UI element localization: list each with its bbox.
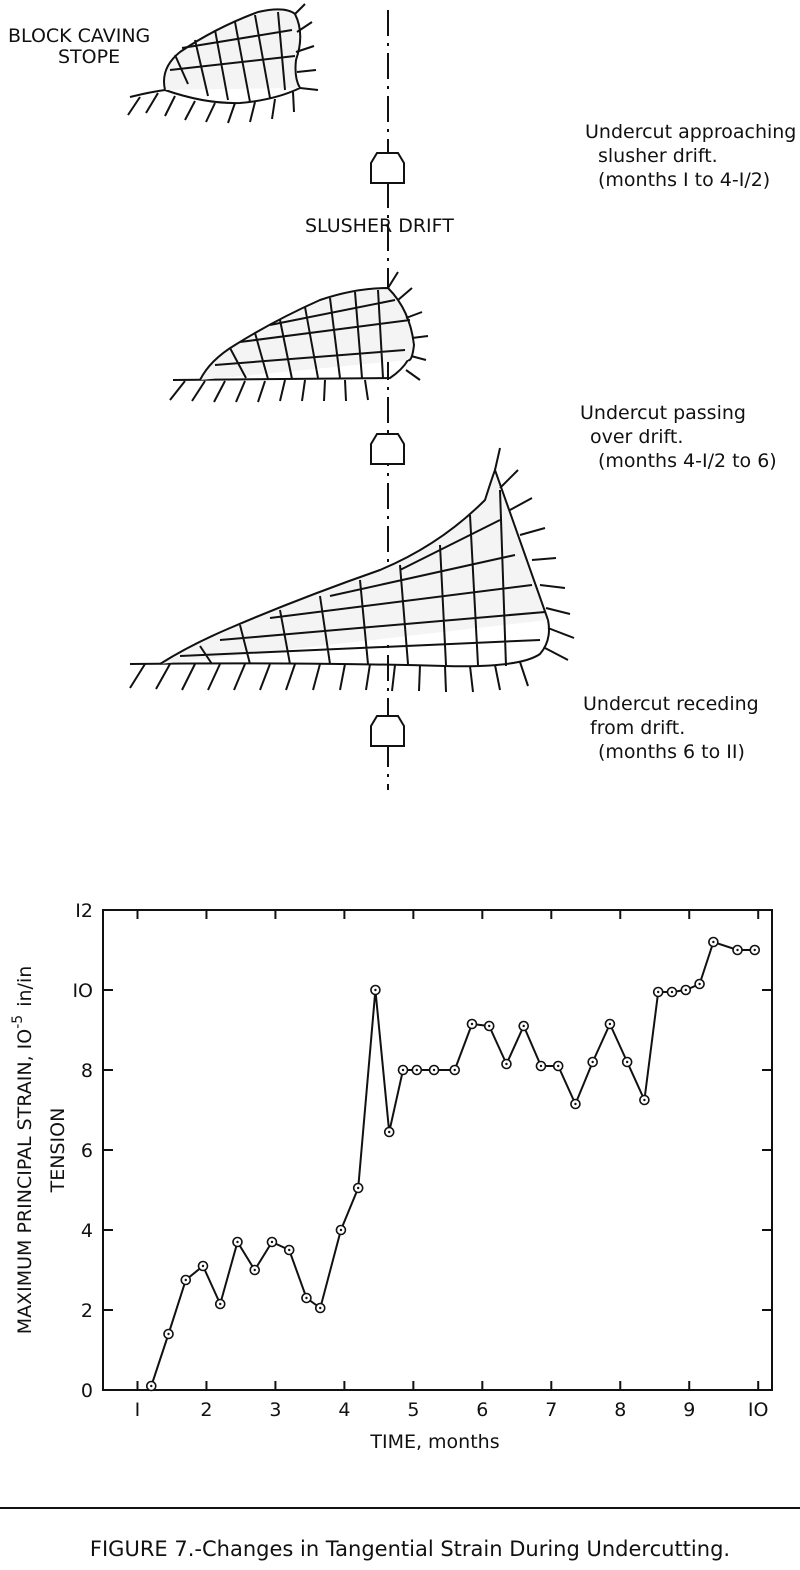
y-axis: 0 2 4 6 8 IO I2	[72, 900, 772, 1402]
data-point-center	[591, 1060, 594, 1064]
stage-1-line3: (months I to 4-I/2)	[598, 169, 770, 191]
y-axis-label-unit: in/in	[14, 966, 36, 1007]
y-axis-label-exponent: -5	[10, 1015, 26, 1029]
stage-3-line2: from drift.	[590, 717, 685, 739]
drift-section-1	[370, 152, 405, 184]
data-point-center	[270, 1240, 274, 1244]
y-axis-label: MAXIMUM PRINCIPAL STRAIN, IO-5 in/in	[10, 966, 36, 1335]
data-point-center	[184, 1278, 187, 1282]
x-tick-label: I	[135, 1399, 141, 1421]
y-axis-label-secondary: TENSION	[47, 1108, 69, 1194]
stage-1-text: Undercut approaching slusher drift. (mon…	[585, 121, 796, 191]
data-point-center	[522, 1024, 525, 1028]
drift-label: SLUSHER DRIFT	[305, 215, 454, 237]
stage-1-line1: Undercut approaching	[585, 121, 796, 143]
stope-label-line2: STOPE	[58, 46, 120, 68]
data-point-center	[288, 1248, 291, 1252]
x-tick-label: 3	[269, 1399, 281, 1421]
data-point-center	[556, 1064, 560, 1068]
data-point-center	[415, 1068, 419, 1072]
stage-3-line1: Undercut receding	[583, 693, 759, 715]
data-point-center	[219, 1302, 222, 1306]
x-tick-label: 2	[200, 1399, 212, 1421]
y-tick-label: IO	[72, 980, 93, 1002]
data-point-center	[505, 1062, 508, 1066]
data-point-center	[574, 1102, 577, 1106]
stage-3-text: Undercut receding from drift. (months 6 …	[583, 693, 759, 763]
y-tick-label: 2	[81, 1300, 93, 1322]
x-axis-label: TIME, months	[369, 1431, 499, 1453]
data-point-center	[201, 1264, 205, 1268]
y-tick-label: 6	[81, 1140, 93, 1162]
y-tick-label: 8	[81, 1060, 93, 1082]
data-point-center	[657, 990, 660, 994]
x-tick-label: 9	[683, 1399, 695, 1421]
data-point-center	[643, 1098, 646, 1102]
stage-1-line2: slusher drift.	[598, 145, 718, 167]
stope-2	[169, 271, 429, 403]
stope-1	[127, 3, 319, 124]
data-point-center	[356, 1186, 360, 1190]
stage-2-line1: Undercut passing	[580, 402, 746, 424]
data-point-center	[453, 1068, 456, 1072]
y-axis-title: MAXIMUM PRINCIPAL STRAIN, IO-5 in/in	[10, 966, 36, 1335]
data-point-center	[388, 1130, 391, 1134]
y-tick-label: I2	[75, 900, 93, 922]
data-point-center	[305, 1296, 308, 1300]
data-point-center	[488, 1024, 491, 1028]
x-axis: I 2 3 4 5 6 7 8 9 IO	[135, 910, 769, 1421]
plot-frame	[102, 909, 773, 1391]
x-tick-label: 6	[476, 1399, 488, 1421]
data-point-center	[319, 1306, 322, 1310]
data-point-center	[684, 988, 687, 992]
data-point-center	[539, 1064, 543, 1068]
y-tick-label: 0	[81, 1380, 93, 1402]
stope-label-line1: BLOCK CAVING	[8, 25, 150, 47]
stage-2-line2: over drift.	[590, 426, 683, 448]
data-point-center	[670, 990, 674, 994]
data-point-center	[470, 1022, 474, 1026]
stope-3	[129, 447, 575, 693]
x-tick-label: 5	[407, 1399, 419, 1421]
y-tick-label: 4	[81, 1220, 93, 1242]
undercut-stage-diagram: BLOCK CAVING STOPE SLUSHER DRIFT Undercu…	[8, 3, 796, 790]
drift-section-3	[370, 715, 405, 747]
data-point-center	[698, 982, 701, 986]
data-point-center	[253, 1268, 256, 1272]
data-point-center	[339, 1228, 343, 1232]
data-point-center	[753, 948, 756, 952]
stage-2-text: Undercut passing over drift. (months 4-I…	[580, 402, 777, 472]
data-point-center	[401, 1068, 405, 1072]
x-tick-label: 7	[545, 1399, 557, 1421]
data-point-center	[712, 940, 715, 944]
stage-3-line3: (months 6 to II)	[598, 741, 745, 763]
stage-2-line3: (months 4-I/2 to 6)	[598, 450, 777, 472]
x-tick-label: 4	[338, 1399, 350, 1421]
x-tick-label: IO	[748, 1399, 769, 1421]
data-point-center	[150, 1384, 153, 1388]
data-point-center	[236, 1240, 239, 1244]
series-line	[150, 940, 755, 1387]
x-tick-label: 8	[614, 1399, 626, 1421]
figure-caption: FIGURE 7.-Changes in Tangential Strain D…	[90, 1537, 730, 1561]
series-points	[145, 936, 761, 1392]
data-point-center	[167, 1332, 170, 1336]
data-point-center	[736, 948, 739, 952]
drift-section-2	[370, 433, 405, 465]
data-point-center	[608, 1022, 612, 1026]
data-point-center	[374, 988, 377, 992]
data-point-center	[432, 1068, 436, 1072]
data-point-center	[625, 1060, 629, 1064]
y-axis-label-main: MAXIMUM PRINCIPAL STRAIN, IO	[14, 1029, 36, 1335]
